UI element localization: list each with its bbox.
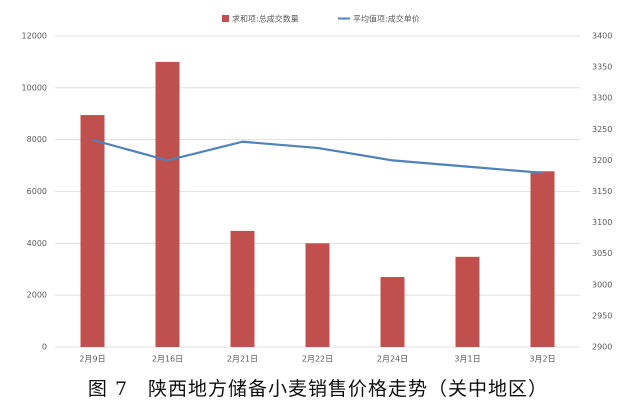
bar [530, 171, 555, 347]
y2-tick-label: 3350 [592, 63, 612, 72]
chart-caption: 图 7 陕西地方储备小麦销售价格走势（关中地区） [88, 378, 548, 400]
bar [155, 61, 180, 348]
y2-tick-label: 2950 [592, 311, 612, 320]
x-tick-label: 3月2日 [529, 355, 555, 364]
y-tick-label: 12000 [22, 32, 47, 41]
y-tick-label: 2000 [27, 291, 47, 300]
y2-tick-label: 3200 [592, 156, 612, 165]
y-tick-label: 4000 [27, 239, 47, 248]
y2-tick-label: 3050 [592, 249, 612, 258]
bar [380, 277, 405, 347]
x-tick-label: 2月22日 [302, 355, 333, 364]
legend-label: 求和项:总成交数量 [232, 14, 299, 24]
bar [305, 243, 330, 347]
y-tick-label: 8000 [27, 135, 47, 144]
x-tick-label: 2月16日 [152, 355, 183, 364]
bar [455, 256, 480, 347]
legend-swatch [222, 15, 229, 22]
legend-label: 平均值项:成交单价 [353, 14, 420, 24]
y-tick-label: 10000 [22, 83, 47, 92]
y2-tick-label: 2900 [592, 343, 612, 352]
y2-tick-label: 3300 [592, 94, 612, 103]
x-tick-label: 2月21日 [227, 355, 258, 364]
x-tick-label: 3月1日 [454, 355, 480, 364]
bar [80, 115, 105, 347]
y-tick-label: 6000 [27, 187, 47, 196]
y2-tick-label: 3150 [592, 187, 612, 196]
y2-tick-label: 3100 [592, 218, 612, 227]
bar [230, 230, 255, 347]
line [92, 138, 543, 174]
x-tick-label: 2月9日 [79, 355, 105, 364]
x-tick-label: 2月24日 [377, 355, 408, 364]
y-tick-label: 0 [42, 343, 47, 352]
y2-tick-label: 3400 [592, 32, 612, 41]
y2-tick-label: 3000 [592, 280, 612, 289]
y2-tick-label: 3250 [592, 125, 612, 134]
